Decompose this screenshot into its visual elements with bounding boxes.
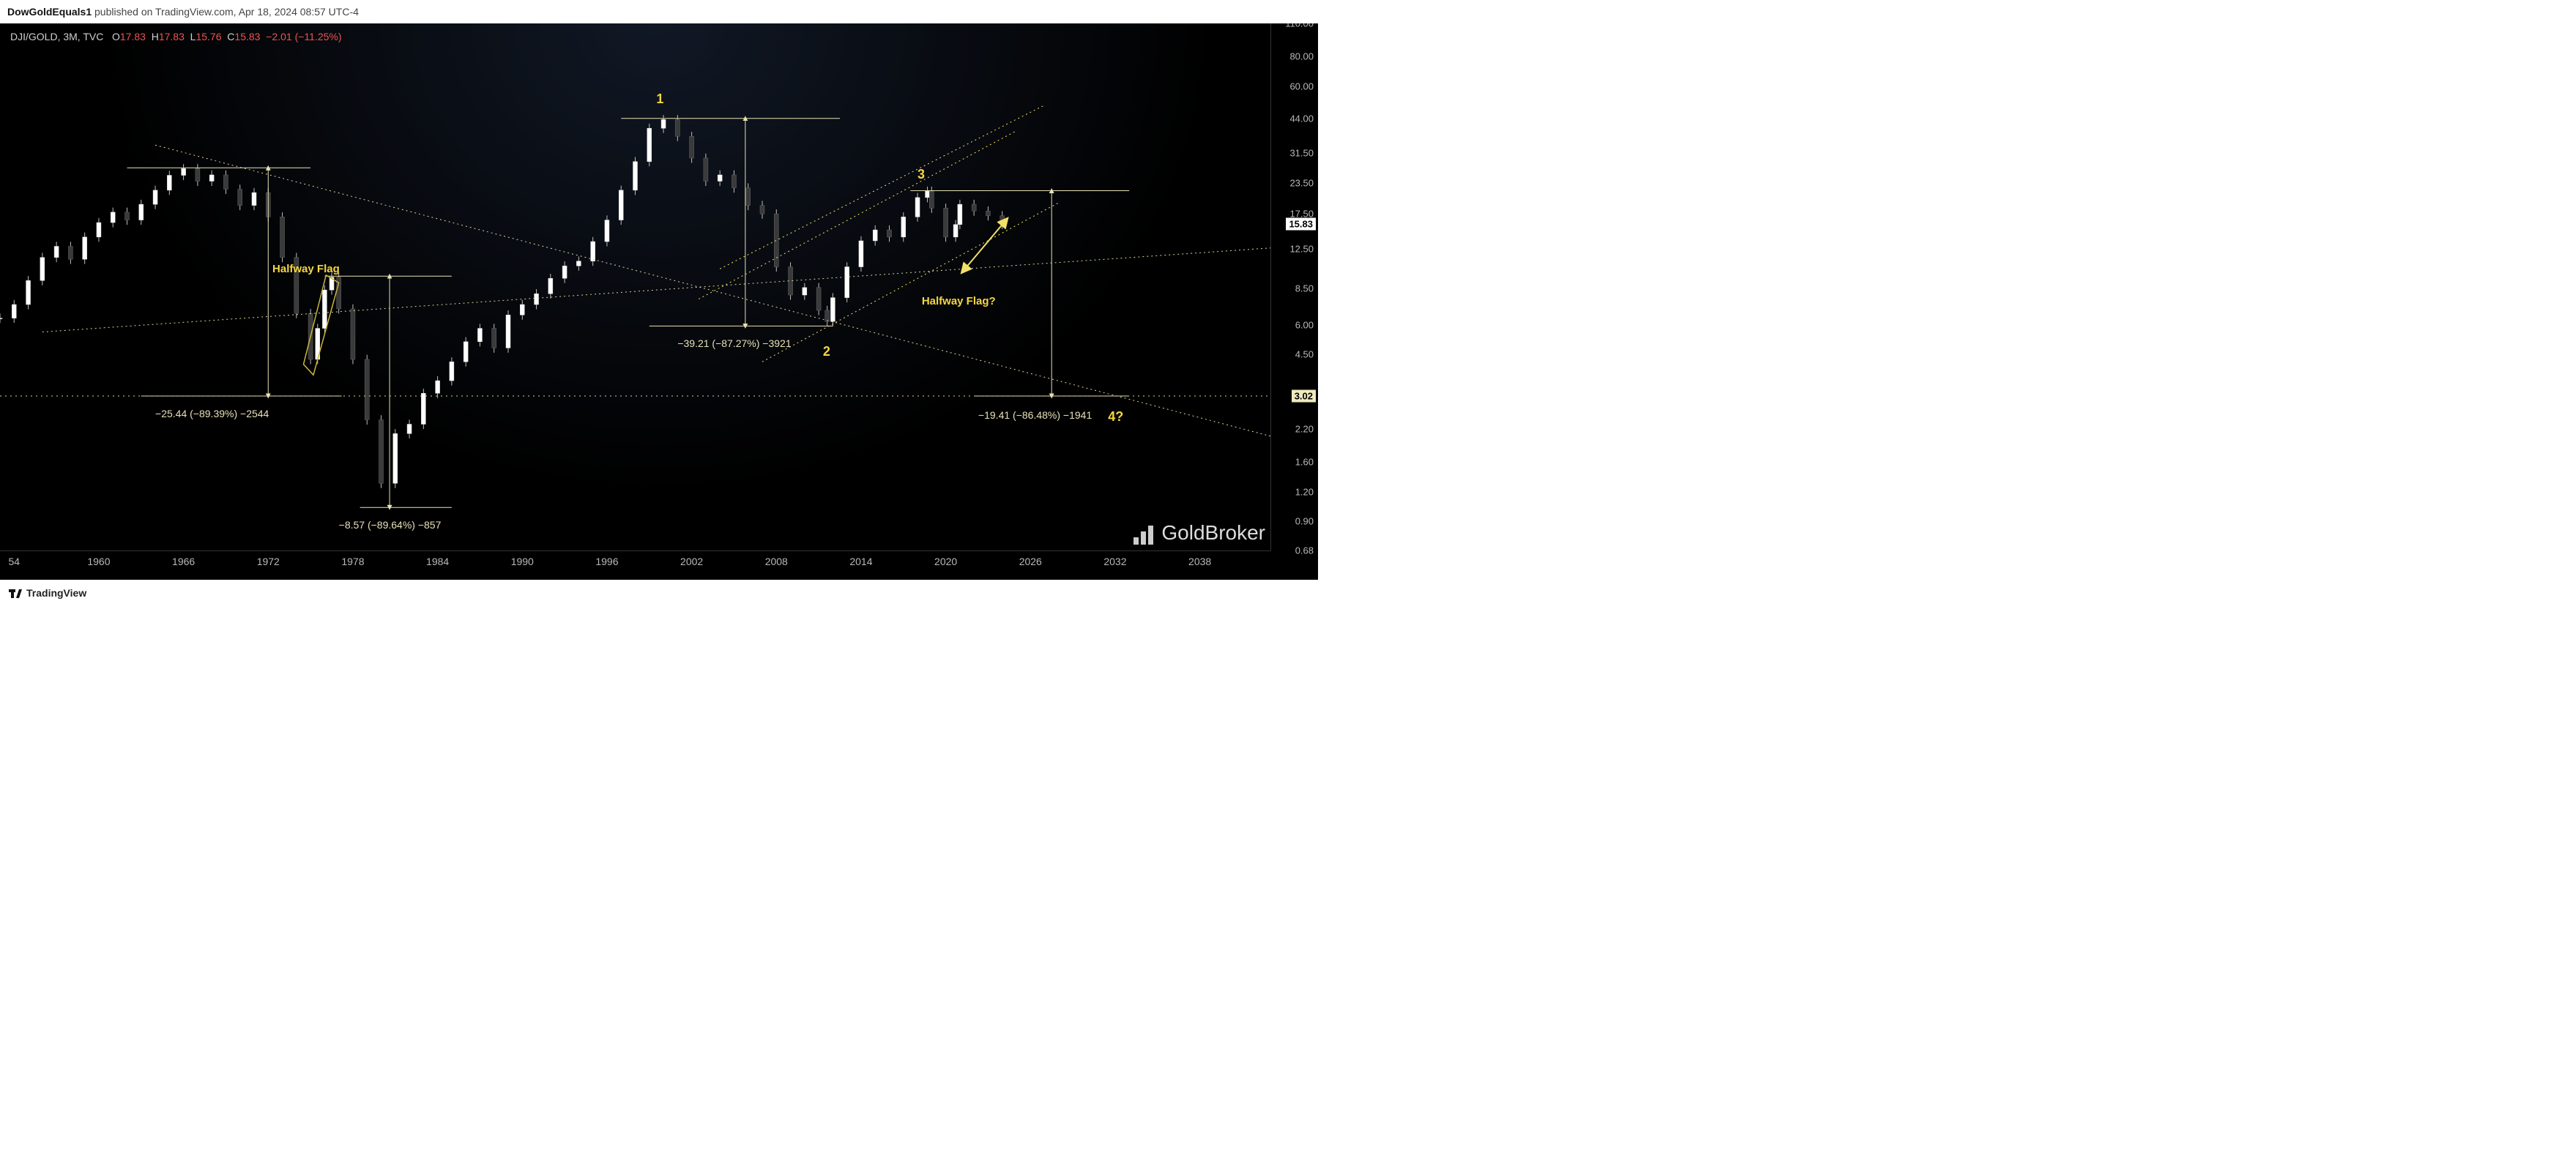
price-tick: 6.00: [1295, 319, 1314, 330]
wave-4: 4?: [1108, 409, 1123, 425]
time-tick: 1972: [257, 556, 280, 567]
price-tick: 0.68: [1295, 545, 1314, 556]
time-tick: 2020: [934, 556, 957, 567]
time-tick: 2026: [1019, 556, 1042, 567]
tradingview-logo-icon: [9, 588, 22, 598]
measure-4: −19.41 (−86.48%) −1941: [978, 409, 1092, 421]
price-tick: 31.50: [1289, 148, 1314, 159]
timestamp: Apr 18, 2024 08:57 UTC-4: [239, 6, 359, 18]
measure-1: −25.44 (−89.39%) −2544: [155, 408, 269, 419]
price-tick: 1.20: [1295, 486, 1314, 497]
time-tick: 1996: [595, 556, 618, 567]
brand-bars-icon: [1133, 526, 1155, 545]
time-tick: 2014: [849, 556, 872, 567]
price-tick: 80.00: [1289, 51, 1314, 62]
measure-2: −8.57 (−89.64%) −857: [339, 519, 442, 531]
measure-3: −39.21 (−87.27%) −3921: [677, 337, 791, 349]
price-tick: 4.50: [1295, 349, 1314, 360]
brand-watermark: GoldBroker: [1133, 521, 1265, 545]
time-tick: 2032: [1103, 556, 1126, 567]
time-tick: 54: [8, 556, 20, 567]
footer-text: TradingView: [26, 587, 86, 599]
time-tick: 1990: [511, 556, 534, 567]
price-axis[interactable]: 110.0080.0060.0044.0031.5023.5017.5012.5…: [1270, 23, 1318, 550]
chart-container[interactable]: DJI/GOLD, 3M, TVC O17.83 H17.83 L15.76 C…: [0, 23, 1318, 580]
price-tick: 44.00: [1289, 113, 1314, 124]
wave-1: 1: [656, 92, 663, 107]
time-tick: 2002: [680, 556, 703, 567]
price-tick: 110.00: [1285, 23, 1314, 29]
brand-text: GoldBroker: [1161, 521, 1265, 545]
price-tick: 0.90: [1295, 516, 1314, 527]
author: DowGoldEquals1: [7, 6, 92, 18]
price-tag: 15.83: [1286, 218, 1316, 231]
price-tick: 8.50: [1295, 283, 1314, 294]
time-tick: 1978: [341, 556, 364, 567]
drawings-layer: [0, 23, 1270, 550]
halfway-flag-1: Halfway Flag: [272, 263, 340, 275]
time-tick: 2008: [765, 556, 788, 567]
time-tick: 1960: [87, 556, 110, 567]
price-tick: 2.20: [1295, 423, 1314, 434]
wave-2: 2: [823, 344, 830, 359]
time-axis[interactable]: 54 1960 1966 1972 1978 1984 1990 1996 2002 2008 20…: [0, 550, 1270, 580]
footer: TradingView: [0, 580, 1318, 606]
price-tick: 60.00: [1289, 81, 1314, 92]
time-tick: 1966: [172, 556, 195, 567]
plot-area[interactable]: −25.44 (−89.39%) −2544 −8.57 (−89.64%) −8…: [0, 23, 1270, 550]
wave-3: 3: [917, 167, 925, 182]
price-tick: 23.50: [1289, 178, 1314, 189]
time-tick: 1984: [426, 556, 449, 567]
price-tick: 1.60: [1295, 456, 1314, 467]
price-tag: 3.02: [1292, 389, 1316, 402]
halfway-flag-2: Halfway Flag?: [922, 295, 996, 307]
time-tick: 2038: [1188, 556, 1211, 567]
publish-header: DowGoldEquals1 published on TradingView.…: [0, 0, 1318, 23]
price-tick: 12.50: [1289, 243, 1314, 254]
published-on: published on TradingView.com,: [94, 6, 237, 18]
